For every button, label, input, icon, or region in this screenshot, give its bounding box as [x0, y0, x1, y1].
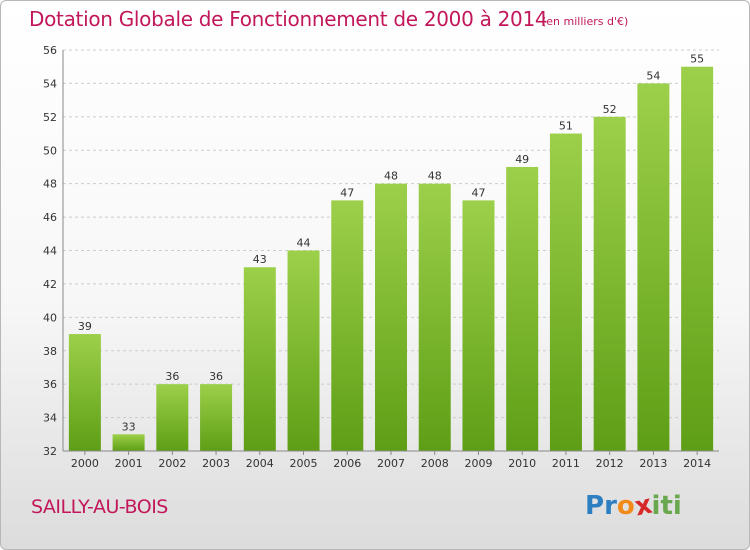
logo-letter: i	[672, 491, 682, 521]
bar-value-label: 44	[297, 237, 311, 250]
bars	[68, 66, 714, 452]
bar-value-label: 48	[384, 170, 398, 183]
bar-value-label: 39	[78, 320, 92, 333]
y-tick-label: 40	[43, 311, 57, 324]
y-tick-label: 56	[43, 44, 57, 57]
y-tick-label: 34	[43, 412, 57, 425]
x-tick-label: 2003	[202, 457, 230, 470]
y-tick-label: 32	[43, 445, 57, 458]
x-tick-label: 2011	[552, 457, 580, 470]
bar-value-label: 47	[340, 186, 354, 199]
bar	[68, 334, 101, 451]
x-tick-label: 2009	[464, 457, 492, 470]
logo-letter: r	[604, 491, 617, 521]
y-tick-label: 52	[43, 111, 57, 124]
x-tick-label: 2002	[158, 457, 186, 470]
bar-value-label: 48	[428, 170, 442, 183]
bar-value-label: 54	[646, 69, 660, 82]
bar	[287, 250, 320, 451]
bar	[681, 66, 714, 451]
chart-subtitle: (en milliers d'€)	[542, 15, 629, 28]
logo-letter: P	[585, 491, 605, 521]
y-tick-label: 48	[43, 178, 57, 191]
bar	[156, 384, 189, 451]
y-tick-label: 42	[43, 278, 57, 291]
x-tick-label: 2006	[333, 457, 361, 470]
proxiti-logo: Proxiti	[585, 490, 682, 523]
logo-letter: t	[660, 491, 673, 521]
bar	[462, 200, 495, 451]
bar	[331, 200, 364, 451]
x-tick-label: 2005	[290, 457, 318, 470]
x-tick-label: 2012	[596, 457, 624, 470]
bar	[593, 116, 626, 451]
logo-letter: i	[651, 491, 661, 521]
x-tick-label: 2000	[71, 457, 99, 470]
x-tick-label: 2007	[377, 457, 405, 470]
bar-value-label: 51	[559, 120, 573, 133]
axes: 32 34 36 38 40 42 44 46 48 50 52 54 56 39 2000 33 2001 36…	[43, 44, 719, 470]
bar	[637, 83, 670, 452]
bar	[243, 267, 276, 451]
x-tick-label: 2010	[508, 457, 536, 470]
bar-value-label: 36	[209, 370, 223, 383]
x-tick-label: 2001	[115, 457, 143, 470]
x-tick-label: 2013	[639, 457, 667, 470]
y-tick-label: 44	[43, 245, 57, 258]
bar	[506, 166, 539, 452]
bar	[375, 183, 407, 451]
y-tick-label: 36	[43, 378, 57, 391]
town-name: SAILLY-AU-BOIS	[31, 496, 168, 518]
bar-value-label: 55	[690, 53, 704, 66]
bar	[112, 434, 145, 451]
bar	[549, 133, 582, 451]
bar	[418, 183, 451, 451]
bar-value-label: 52	[603, 103, 617, 116]
x-tick-label: 2008	[421, 457, 449, 470]
bar-value-label: 47	[471, 186, 485, 199]
y-tick-label: 50	[43, 144, 57, 157]
bar-value-label: 33	[122, 420, 136, 433]
bar-value-label: 49	[515, 153, 529, 166]
bar-value-label: 43	[253, 253, 267, 266]
y-tick-label: 46	[43, 211, 57, 224]
y-tick-label: 54	[43, 77, 57, 90]
logo-letter: o	[616, 491, 635, 521]
bar	[200, 384, 233, 451]
chart-title: Dotation Globale de Fonctionnement de 20…	[29, 7, 548, 31]
bar-value-label: 36	[165, 370, 179, 383]
x-tick-label: 2014	[683, 457, 711, 470]
x-tick-label: 2004	[246, 457, 274, 470]
y-tick-label: 38	[43, 345, 57, 358]
